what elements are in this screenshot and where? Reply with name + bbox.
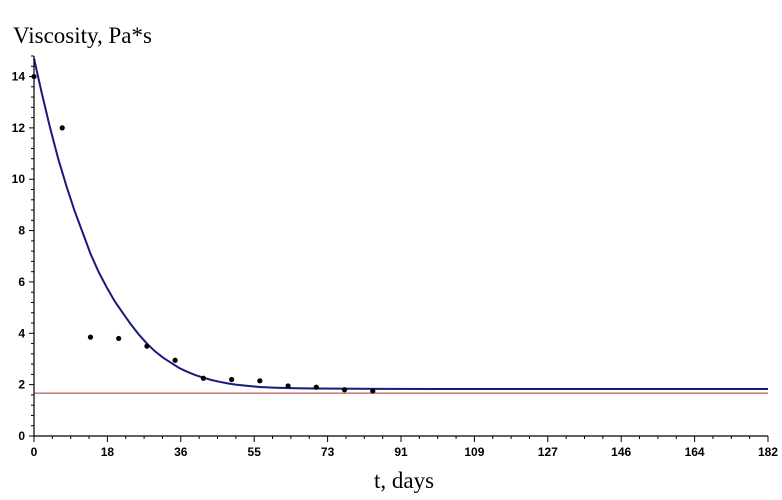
x-ticks: 0 18 36 55 73 91 109 127 146 164 182 (31, 436, 778, 459)
data-point (87, 334, 94, 340)
data-point (257, 378, 263, 384)
x-axis-title: t, days (374, 468, 434, 493)
x-tick-label: 164 (685, 445, 705, 459)
data-point (341, 387, 348, 393)
x-tick-label: 146 (611, 445, 631, 459)
y-tick-label: 0 (18, 429, 25, 443)
data-point (370, 388, 376, 394)
data-point (116, 335, 122, 342)
x-tick-label: 91 (394, 445, 408, 459)
y-tick-label: 14 (12, 70, 26, 84)
x-tick-label: 0 (31, 445, 38, 459)
x-tick-label: 127 (538, 445, 558, 459)
data-point (144, 343, 150, 349)
data-point (285, 383, 291, 389)
axes: 0 18 36 55 73 91 109 127 146 164 182 0 2 4 6 8 10 12 14 (12, 55, 778, 459)
x-tick-label: 73 (321, 445, 335, 459)
x-tick-label: 182 (758, 445, 778, 459)
data-point (172, 357, 178, 363)
y-tick-label: 6 (18, 275, 25, 289)
y-tick-label: 2 (18, 378, 25, 392)
x-tick-label: 18 (101, 445, 115, 459)
data-point (229, 376, 235, 383)
x-tick-label: 109 (464, 445, 484, 459)
data-point (313, 384, 319, 390)
y-tick-label: 10 (12, 172, 26, 186)
data-point (200, 375, 206, 381)
y-axis-title: Viscosity, Pa*s (13, 23, 152, 48)
y-tick-label: 8 (18, 224, 25, 238)
y-tick-label: 4 (18, 326, 25, 340)
data-point (59, 125, 65, 131)
fit-curve (33, 58, 768, 390)
x-tick-label: 55 (248, 445, 262, 459)
x-tick-label: 36 (174, 445, 188, 459)
y-tick-label: 12 (12, 121, 26, 135)
y-ticks: 0 2 4 6 8 10 12 14 (12, 55, 34, 443)
plot-area (31, 58, 768, 394)
